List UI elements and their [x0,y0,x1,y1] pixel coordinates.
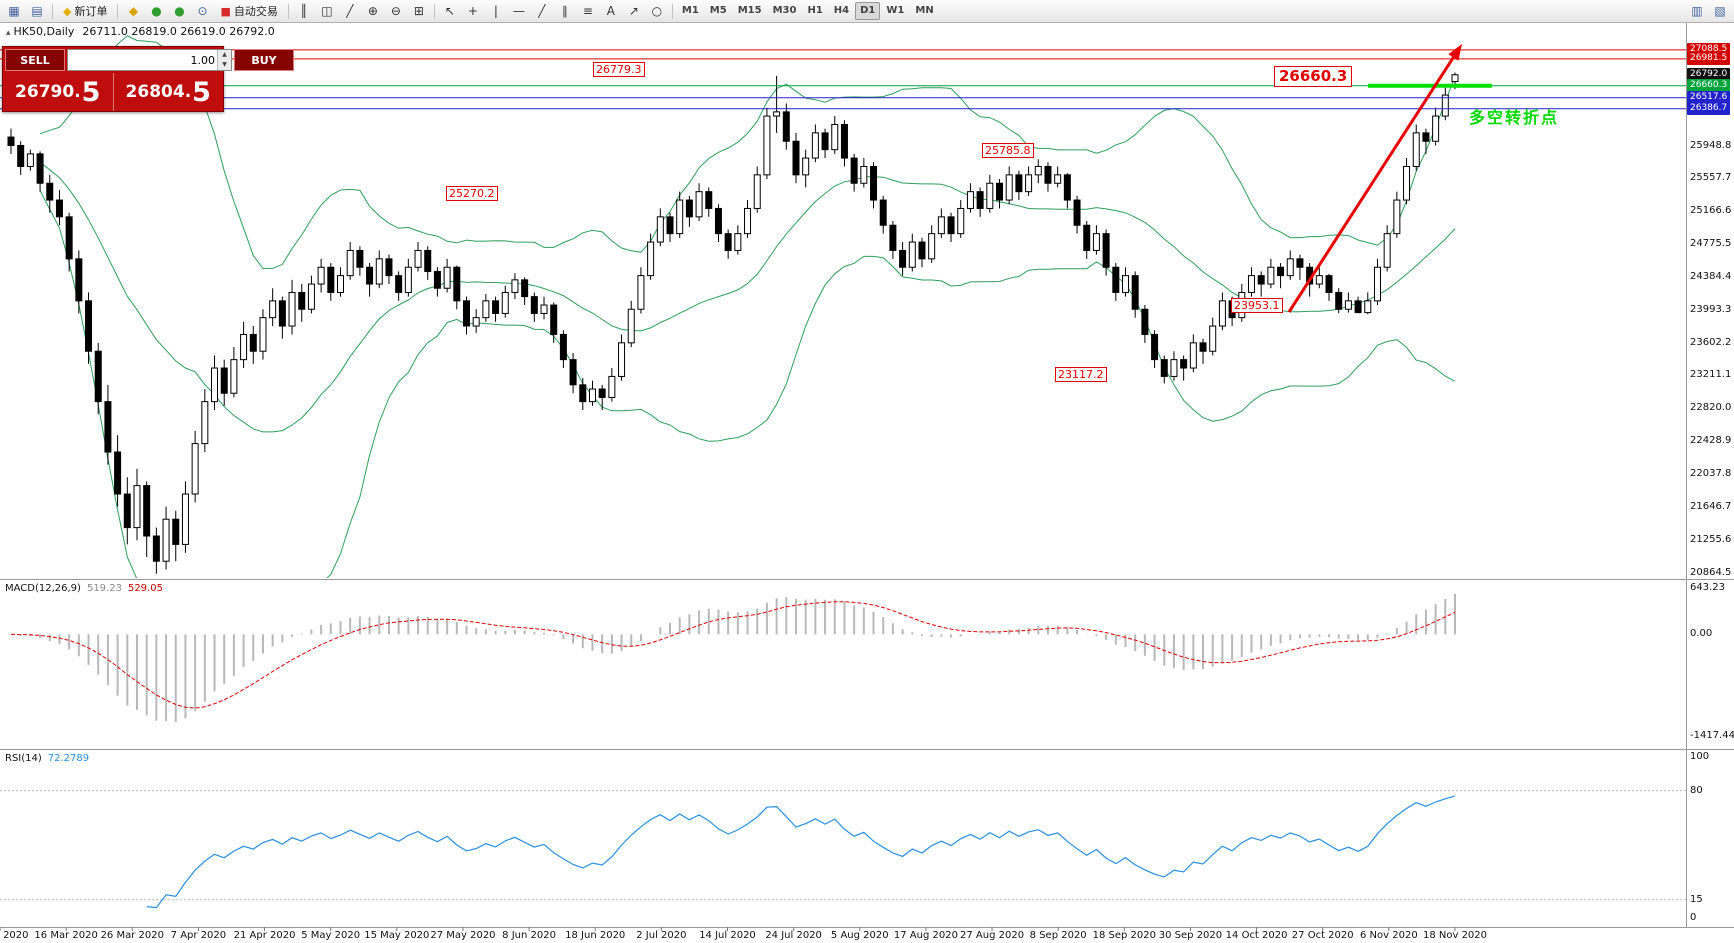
horizontal-line-icon[interactable]: — [512,4,525,18]
timeframe-mn-button[interactable]: MN [915,5,934,16]
template-icon[interactable]: ▧ [1714,4,1726,18]
sell-button[interactable]: SELL [5,49,65,71]
navigator-icon[interactable]: ● [174,4,185,18]
buy-price-area[interactable]: 26804. 5 [114,73,224,111]
data-window-icon[interactable]: ● [151,4,162,18]
toolbar-sep-4 [433,3,435,19]
charts-grid-icon[interactable]: ▥ [1691,4,1703,18]
chart-ohlc: 26711.0 26819.0 26619.0 26792.0 [82,25,275,38]
volume-up-button[interactable]: ▲ [218,50,231,60]
volume-down-button[interactable]: ▼ [218,60,231,70]
macd-main-value: 519.23 [86,583,122,594]
rsi-title-text: RSI(14) [5,753,42,764]
terminal-icon[interactable]: ⊙ [197,4,208,18]
volume-spinner: ▲ ▼ [217,50,231,70]
buy-price-big-digit: 5 [192,76,211,108]
toolbar-sep-5 [671,3,673,19]
tile-windows-icon[interactable]: ⊞ [413,4,424,18]
crosshair-icon[interactable]: + [467,4,478,18]
toolbar-sep-2 [117,3,119,19]
volume-input[interactable] [68,50,217,70]
shapes-icon[interactable]: ○ [651,4,663,18]
fibonacci-icon[interactable]: ≡ [582,4,593,18]
bar-chart-icon[interactable]: ║ [300,4,308,18]
sell-price-big-digit: 5 [81,76,101,108]
trade-panel-prices: 26790. 5 26804. 5 [3,73,223,111]
vertical-line-icon[interactable]: | [493,4,498,18]
chart-marker-icon: ▴ [6,28,11,38]
profiles-icon[interactable]: ▤ [31,4,43,18]
market-watch-icon[interactable]: ◆ [128,4,139,18]
macd-title-text: MACD(12,26,9) [5,583,81,594]
channel-icon[interactable]: ∥ [561,4,568,18]
zoom-in-icon[interactable]: ⊕ [367,4,378,18]
timeframe-h4-button[interactable]: H4 [833,5,850,16]
timeframe-w1-button[interactable]: W1 [886,5,905,16]
timeframe-d1-button[interactable]: D1 [855,2,881,20]
timeframe-m5-button[interactable]: M5 [709,5,727,16]
macd-signal-value: 529.05 [127,583,163,594]
macd-indicator-label: MACD(12,26,9) 519.23 529.05 [5,583,163,594]
trade-panel-controls: SELL ▲ ▼ BUY [3,47,294,73]
toolbar-sep-3 [287,3,289,19]
toolbar-sep-1 [52,3,53,19]
rsi-indicator-label: RSI(14) 72.2789 [5,753,89,764]
new-order-button[interactable]: ◆ 新订单 [63,4,108,19]
sell-price: 26790. [15,82,81,102]
line-chart-icon[interactable]: ╱ [346,4,354,18]
trade-panel-divider [112,73,114,111]
sell-price-area[interactable]: 26790. 5 [3,73,113,111]
timeframe-h1-button[interactable]: H1 [807,5,823,16]
chart-symbol-period: HK50,Daily [13,25,75,38]
buy-button[interactable]: BUY [234,49,294,71]
trendline-icon[interactable]: ╱ [538,4,546,18]
autotrade-button[interactable]: ■ 自动交易 [220,4,278,19]
zoom-out-icon[interactable]: ⊖ [390,4,401,18]
one-click-trade-panel: SELL ▲ ▼ BUY 26790.5 26804.5 [2,46,294,112]
timeframe-m30-button[interactable]: M30 [772,5,797,16]
buy-price: 26804. [125,82,192,102]
chart-window-icon[interactable]: ▦ [8,4,20,18]
text-icon[interactable]: A [606,4,615,18]
timeframe-m15-button[interactable]: M15 [737,5,762,16]
chart-title: ▴ HK50,Daily 26711.0 26819.0 26619.0 26792… [6,25,275,38]
top-toolbar: ▦ ▤ ◆ 新订单 ◆ ● ● ⊙ ■ 自动交易 ║ ◫ ╱ ⊕ ⊖ ⊞ ↖ + | — ╱ ∥ ≡ A ↗ ○ M1 M5 M15 M3… [0,0,1734,23]
rsi-value: 72.2789 [47,753,90,764]
timeframe-m1-button[interactable]: M1 [681,5,699,16]
cursor-icon[interactable]: ↖ [444,4,455,18]
volume-box: ▲ ▼ [67,49,232,71]
candle-chart-icon[interactable]: ◫ [321,4,333,18]
arrows-icon[interactable]: ↗ [628,4,639,18]
